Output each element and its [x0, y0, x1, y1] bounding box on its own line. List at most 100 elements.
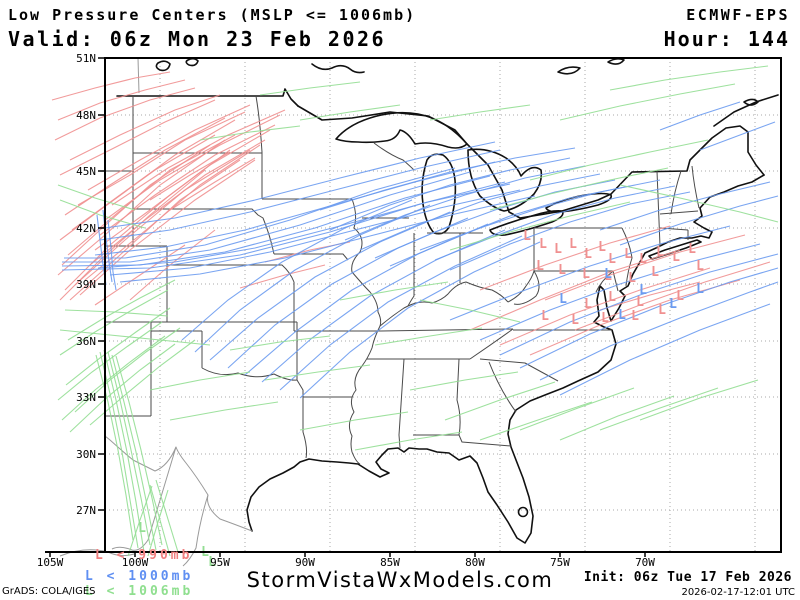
green-track	[339, 281, 449, 301]
red-track	[94, 244, 186, 306]
green-low-marker: L	[208, 555, 216, 570]
green-track	[59, 329, 211, 346]
green-track	[259, 81, 361, 96]
blue-track	[359, 173, 601, 251]
red-track	[479, 225, 671, 291]
red-low-marker: L	[608, 290, 616, 305]
lon-label: 75W	[550, 556, 570, 569]
green-track	[57, 321, 163, 401]
green-track	[95, 354, 134, 541]
green-track	[229, 335, 331, 351]
green-track	[529, 139, 709, 181]
mexico-rivers	[59, 57, 253, 567]
lon-label: 90W	[295, 556, 315, 569]
legend-entry-1000mb: L < 1000mb	[85, 569, 194, 584]
green-track	[449, 201, 631, 251]
red-track	[599, 281, 701, 311]
lat-label: 30N	[76, 448, 96, 461]
green-track	[67, 279, 176, 341]
lake-blob-1	[155, 60, 171, 72]
red-low-marker: L	[608, 252, 616, 267]
green-track	[127, 485, 153, 557]
red-low-marker: L	[676, 289, 684, 304]
blue-track	[109, 189, 521, 276]
red-low-marker: L	[598, 240, 606, 255]
red-track	[544, 234, 746, 301]
lat-lon-gridlines	[105, 58, 781, 552]
red-track	[69, 159, 241, 301]
plot-frame	[104, 57, 782, 553]
green-track	[99, 351, 139, 549]
model-name: ECMWF-EPS	[686, 6, 790, 24]
blue-low-marker: L	[696, 282, 704, 297]
blue-track	[389, 185, 631, 267]
red-track	[499, 267, 711, 346]
red-low-marker: L	[554, 242, 562, 257]
red-track	[71, 119, 236, 231]
green-track	[147, 489, 169, 557]
red-track	[469, 249, 681, 331]
lon-label: 95W	[210, 556, 230, 569]
init-time: Init: 06z Tue 17 Feb 2026	[583, 570, 792, 585]
green-track	[103, 349, 145, 553]
ontario-lakes-squiggle	[311, 63, 365, 74]
green-track	[155, 479, 179, 553]
blue-low-marker: L	[639, 283, 647, 298]
legend-entry-990mb: L < 990mb	[95, 548, 193, 563]
blue-track	[299, 241, 541, 399]
red-track	[69, 94, 221, 161]
blue-track	[499, 253, 779, 356]
lake-blob-2	[185, 57, 199, 67]
red-low-marker: L	[539, 237, 547, 252]
green-track	[479, 401, 593, 441]
blue-track	[62, 171, 471, 263]
red-low-marker: L	[582, 267, 590, 282]
red-low-marker: L	[584, 297, 592, 312]
green-track	[59, 199, 146, 229]
forecast-hour: Hour: 144	[663, 27, 790, 51]
red-low-marker: L	[624, 247, 632, 262]
red-track	[574, 261, 771, 331]
red-low-marker: L	[639, 252, 647, 267]
red-track	[57, 139, 226, 276]
green-track	[519, 387, 635, 431]
blue-track	[64, 167, 456, 259]
green-track	[639, 379, 759, 421]
green-track	[409, 371, 519, 391]
lat-label: 51N	[76, 52, 96, 65]
green-track	[444, 381, 556, 421]
green-track	[69, 343, 176, 433]
axis-tick-labels: 51N 48N 45N 42N 39N 36N 33N 30N 27N 105W 100W 95W 90…	[37, 52, 656, 569]
green-track	[489, 167, 669, 211]
blue-low-marker: L	[669, 297, 677, 312]
green-track	[559, 83, 736, 121]
blue-track	[449, 191, 691, 271]
red-track	[99, 124, 276, 236]
red-low-marker: L	[536, 259, 544, 274]
red-low-marker: L	[541, 309, 549, 324]
canada-border-49n	[116, 88, 299, 107]
green-track	[599, 387, 719, 431]
blue-track	[539, 281, 779, 381]
blue-track	[559, 303, 771, 396]
red-track	[169, 157, 256, 211]
green-track	[149, 484, 171, 557]
red-track	[239, 264, 326, 289]
green-track	[169, 401, 279, 421]
blue-track	[434, 185, 676, 261]
blue-track	[107, 219, 117, 291]
blue-track	[329, 157, 571, 231]
lat-label: 33N	[76, 391, 96, 404]
green-track	[59, 289, 169, 356]
green-track	[107, 351, 151, 546]
blue-track	[344, 165, 586, 241]
red-track	[89, 139, 266, 266]
red-track	[57, 79, 186, 121]
red-low-marker: L	[651, 265, 659, 280]
green-track	[61, 335, 166, 421]
border-lakes-stlawrence	[466, 125, 765, 219]
red-low-marker: L	[658, 303, 666, 318]
blue-track	[699, 121, 776, 151]
green-track	[57, 184, 136, 211]
